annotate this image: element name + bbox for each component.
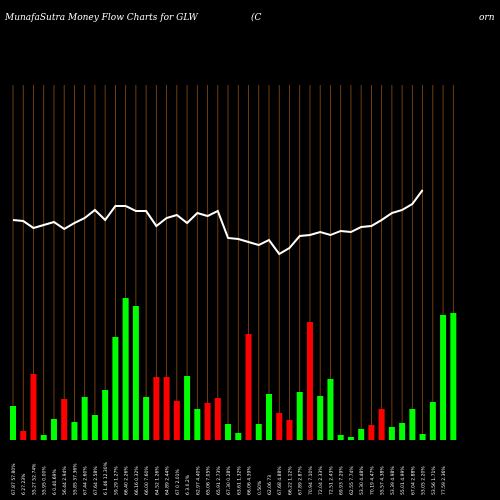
volume-bar bbox=[71, 422, 78, 440]
x-tick-label: 64.52 1.26% bbox=[154, 466, 160, 495]
chart-title: MunafaSutra Money Flow Charts for GLW bbox=[5, 13, 198, 23]
x-tick-label: 56.44 2.94% bbox=[62, 466, 68, 495]
x-tick-label: 64.89 2.44% bbox=[165, 466, 171, 495]
volume-bar bbox=[429, 402, 436, 440]
x-tick-label: 65.06 7.05% bbox=[206, 466, 212, 495]
volume-bar bbox=[409, 409, 416, 440]
volume-bar bbox=[40, 435, 47, 440]
volume-bar bbox=[163, 377, 170, 440]
volume-bar bbox=[368, 425, 375, 440]
volume-bar bbox=[450, 313, 457, 440]
volume-bar bbox=[143, 397, 150, 440]
x-tick-label: 66.06 4.39% bbox=[247, 466, 253, 495]
chart-title-paren: (C bbox=[251, 13, 262, 23]
x-tick-label: 72.04 2.33% bbox=[318, 466, 324, 495]
volume-bar bbox=[276, 413, 283, 440]
x-tick-label: 66.16 0.32% bbox=[134, 466, 140, 495]
volume-bar bbox=[184, 376, 191, 440]
volume-bar bbox=[102, 390, 109, 440]
x-tick-label: 55.95 0.00% bbox=[42, 466, 48, 495]
volume-bar bbox=[20, 431, 27, 440]
volume-bar bbox=[255, 424, 262, 440]
volume-bar bbox=[50, 419, 57, 440]
x-tick-label: 77.59 2.36% bbox=[441, 466, 447, 495]
volume-bar bbox=[10, 406, 16, 440]
volume-bar bbox=[91, 415, 98, 440]
x-tick-label: 67 0 2.01% bbox=[175, 469, 181, 495]
volume-bar bbox=[214, 398, 221, 440]
volume-bar bbox=[399, 423, 406, 440]
volume-bar bbox=[327, 379, 334, 440]
x-tick-label: 55.85 37.36% bbox=[72, 463, 78, 495]
volume-bar bbox=[286, 420, 293, 440]
x-tick-label: 62.55 7.74% bbox=[349, 466, 355, 495]
x-tick-label: 67.30 0.28% bbox=[226, 466, 232, 495]
volume-bar bbox=[296, 392, 303, 440]
x-tick-label: 53.05 2.20% bbox=[421, 466, 427, 495]
x-tick-label: 53.39 4.98% bbox=[390, 466, 396, 495]
x-tick-label: 6 1.46 12.30% bbox=[103, 461, 109, 495]
volume-bar bbox=[81, 397, 88, 440]
volume-bar bbox=[132, 306, 139, 440]
volume-bar bbox=[153, 377, 160, 440]
x-tick-label: 6 27.23% bbox=[21, 473, 27, 495]
x-tick-label: 62.97 4.40% bbox=[195, 466, 201, 495]
x-tick-label: 55.27 52.74% bbox=[31, 463, 37, 495]
volume-bar bbox=[347, 437, 354, 440]
x-tick-label: 69.93 7.29% bbox=[339, 466, 345, 495]
x-tick-label: 63.61 1.32% bbox=[236, 466, 242, 495]
x-tick-label: 65.91 2.73% bbox=[216, 466, 222, 495]
volume-bar bbox=[61, 399, 68, 440]
volume-bar bbox=[358, 429, 365, 440]
x-tick-label: 66.22 1.12% bbox=[287, 466, 293, 495]
price-line bbox=[12, 189, 424, 256]
volume-bar bbox=[337, 435, 344, 440]
x-tick-label: 6 3.0.2% bbox=[185, 474, 191, 495]
volume-bar bbox=[440, 315, 447, 440]
x-tick-label: 62.06 73 bbox=[267, 475, 273, 495]
volume-bar bbox=[204, 403, 211, 440]
volume-bar bbox=[266, 394, 272, 440]
volume-bar bbox=[122, 298, 129, 440]
x-tick-label: 55.01 4.99% bbox=[400, 466, 406, 495]
x-tick-label: 67.04 2.88% bbox=[410, 466, 416, 495]
x-tick-label: 6 0.40.69% bbox=[52, 469, 58, 495]
x-tick-label: 66.40 2.26% bbox=[124, 466, 130, 495]
x-tick-label: 53.56 1.71% bbox=[431, 466, 437, 495]
x-tick-label: 67.89 2.87% bbox=[298, 466, 304, 495]
volume-bar bbox=[194, 409, 201, 440]
volume-bar bbox=[235, 433, 242, 440]
x-tick-label: 70.94 7.10% bbox=[308, 466, 314, 495]
x-tick-label: 59.29 1.27% bbox=[113, 466, 119, 495]
x-tick-label: 67.68 4.88% bbox=[277, 466, 283, 495]
x-tick-label: 72.51 2.43% bbox=[328, 466, 334, 495]
chart-title-tail: orn bbox=[479, 13, 495, 23]
x-tick-label: 67.87 57.80% bbox=[11, 463, 17, 495]
volume-bar bbox=[30, 374, 37, 440]
volume-bar bbox=[112, 337, 119, 440]
volume-bar bbox=[388, 427, 395, 440]
x-tick-label: 55.57 4.38% bbox=[380, 466, 386, 495]
x-tick-label: 66.00 7.60% bbox=[144, 466, 150, 495]
x-tick-label: 70.19 4.47% bbox=[369, 466, 375, 495]
volume-bar bbox=[245, 334, 252, 440]
volume-bar bbox=[225, 424, 232, 440]
volume-bar bbox=[173, 401, 180, 440]
volume-bar bbox=[306, 322, 313, 440]
x-tick-label: 53.30 4.48% bbox=[359, 466, 365, 495]
volume-bar bbox=[419, 434, 426, 440]
x-tick-label: 67.64 2.58% bbox=[93, 466, 99, 495]
x-tick-label: 67.44 2.60% bbox=[83, 466, 89, 495]
volume-bar bbox=[317, 396, 324, 440]
x-tick-label: 0.50% bbox=[257, 480, 263, 495]
volume-bar bbox=[378, 409, 385, 440]
